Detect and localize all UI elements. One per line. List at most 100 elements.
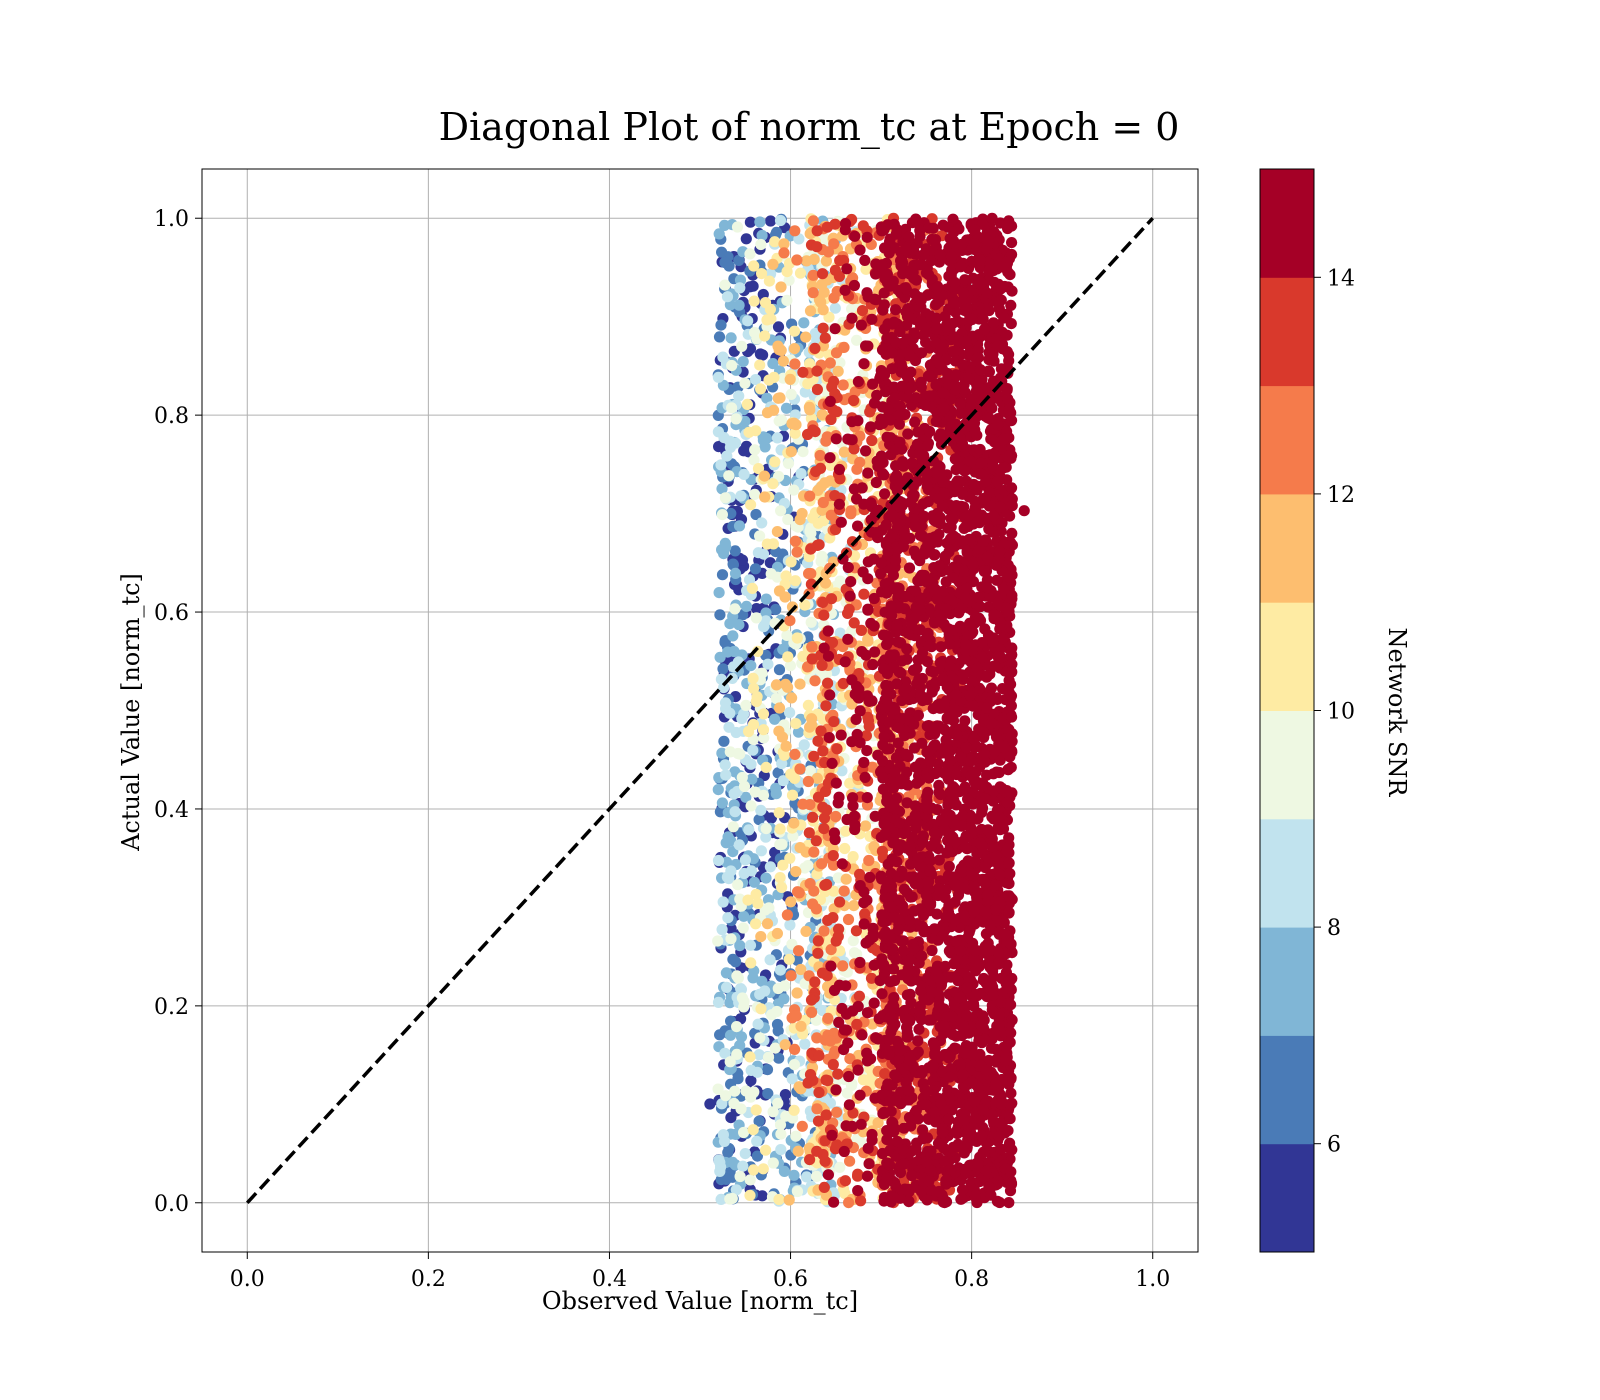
scatter-point [848,394,860,407]
scatter-point [852,415,864,427]
scatter-point [851,334,863,346]
scatter-point [929,234,942,246]
scatter-point [829,833,841,846]
scatter-point [778,238,790,250]
scatter-point [865,617,877,630]
scatter-point [758,732,770,744]
scatter-point [799,862,811,874]
scatter-point [865,972,878,984]
scatter-point [732,972,744,984]
scatter-point [745,800,757,812]
scatter-point [825,413,837,426]
scatter-point [858,358,870,370]
scatter-point [785,896,797,908]
scatter-point [761,314,773,326]
scatter-point [770,679,783,691]
scatter-point [808,846,820,858]
scatter-point [747,744,759,756]
scatter-point [736,712,748,725]
scatter-point [803,827,815,839]
scatter-point [854,705,866,717]
scatter-point [720,1090,732,1102]
scatter-point [811,383,824,396]
scatter-point [712,1083,724,1095]
scatter-point [844,1155,856,1167]
scatter-point [789,427,801,439]
scatter-point [905,997,917,1009]
scatter-point [726,359,738,372]
scatter-point [788,343,801,355]
scatter-point [797,798,809,810]
scatter-point [790,718,802,730]
scatter-point [721,871,734,883]
scatter-point [804,1154,816,1166]
scatter-point [736,771,748,784]
scatter-point [872,1117,884,1129]
scatter-point [789,772,801,785]
scatter-point [933,854,945,866]
scatter-point [783,274,795,286]
scatter-point [782,513,794,526]
scatter-point [754,1032,766,1044]
scatter-point [940,576,952,588]
scatter-point [779,1089,792,1101]
scatter-point [772,321,785,333]
scatter-point [832,365,844,377]
scatter-point [816,659,828,672]
scatter-point [789,1043,801,1055]
scatter-point [712,996,725,1009]
scatter-point [714,1029,726,1041]
scatter-point [716,544,728,556]
scatter-point [720,769,732,781]
scatter-point [826,757,838,770]
scatter-point [734,282,746,294]
scatter-point [715,1193,727,1205]
scatter-point [772,982,784,995]
scatter-point [804,878,816,890]
scatter-point [764,861,777,873]
scatter-point [830,810,842,823]
scatter-point [767,1157,779,1169]
scatter-point [838,885,850,897]
scatter-point [917,836,929,849]
scatter-point [809,976,821,988]
scatter-point [876,1147,889,1160]
scatter-point [760,615,772,627]
scatter-point [745,660,757,672]
scatter-point [1018,505,1030,517]
scatter-point [748,295,760,307]
scatter-point [723,470,735,482]
scatter-point [712,784,724,796]
scatter-point [755,931,767,943]
scatter-point [849,230,861,242]
scatter-point [773,1193,785,1206]
scatter-point [862,556,874,568]
scatter-point [847,935,859,947]
scatter-point [760,1144,772,1156]
scatter-point [730,1184,742,1196]
scatter-point [759,330,771,342]
scatter-point [792,1145,804,1157]
scatter-point [738,910,750,922]
scatter-point [788,1169,800,1181]
scatter-point [736,340,748,352]
scatter-point [893,722,905,734]
scatter-point [735,490,747,502]
scatter-point [859,254,871,266]
scatter-point [704,1098,716,1110]
scatter-point [806,653,818,665]
scatter-point [756,268,768,280]
scatter-point [859,820,872,832]
scatter-point [845,576,857,588]
scatter-point [774,823,786,835]
scatter-point [820,255,833,267]
scatter-point [864,406,876,418]
scatter-point [763,374,775,386]
scatter-point [722,912,734,924]
scatter-point [744,248,756,260]
scatter-point [818,925,830,937]
scatter-point [736,992,749,1004]
scatter-point [854,956,866,969]
scatter-point [728,788,740,800]
scatter-point [762,1051,775,1063]
